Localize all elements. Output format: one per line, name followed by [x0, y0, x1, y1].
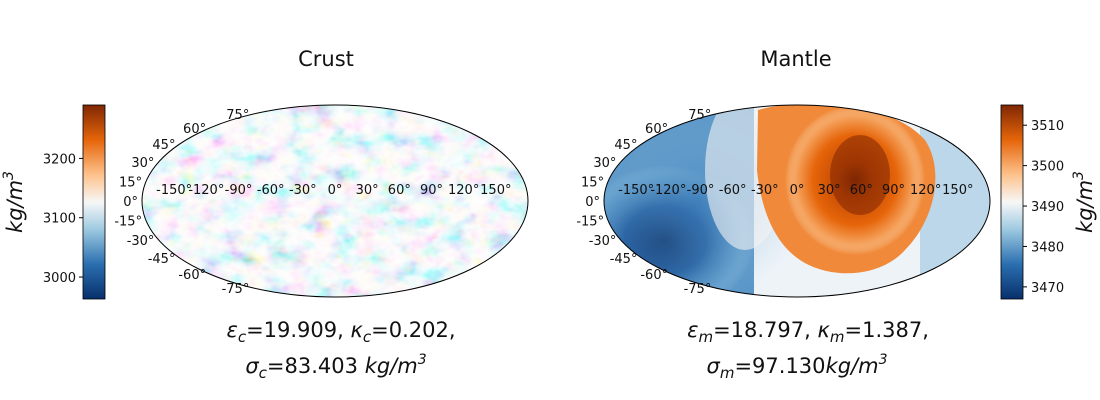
mantle-colorbar-ticks: 3470 3480 3490 3500 3510 — [1023, 119, 1064, 296]
latitude-label: 0° — [123, 195, 138, 210]
mantle-latitude-labels: 75° 60° 45° 30° 15° 0° -15° -30° -45°-60° -75° — [576, 108, 711, 297]
crust-caption-line1: εc=19.909, κc=0.202, — [226, 318, 455, 346]
mantle-map — [604, 105, 990, 297]
mantle-title: Mantle — [760, 47, 831, 71]
longitude-label: 60° — [388, 183, 411, 198]
latitude-label: -75° — [684, 282, 712, 297]
colorbar-tick-label: 3490 — [1031, 200, 1064, 215]
latitude-label: -45° — [148, 252, 176, 267]
longitude-label: -120° — [650, 183, 686, 198]
latitude-label: 30° — [131, 156, 154, 171]
longitude-label: -30° — [751, 183, 779, 198]
crust-longitude-labels: -150°-120° -90° -60° -30° 0° 30° 60° 90° 120° 150… — [156, 183, 511, 198]
longitude-label: 30° — [818, 183, 841, 198]
latitude-label: -30° — [589, 234, 617, 249]
longitude-label: 90° — [420, 183, 443, 198]
longitude-label: 90° — [882, 183, 905, 198]
longitude-label: -150° — [156, 183, 192, 198]
colorbar-tick-label: 3470 — [1031, 281, 1064, 296]
colorbar-tick-label: 3000 — [43, 271, 76, 286]
mantle-caption-line1: εm=18.797, κm=1.387, — [687, 318, 929, 346]
latitude-label: 75° — [688, 108, 711, 123]
longitude-label: 30° — [356, 183, 379, 198]
latitude-label: -15° — [576, 215, 604, 230]
crust-latitude-labels: 75° 60° 45° 30° 15° 0° -15° -30° -45°-60° -75° — [114, 108, 249, 297]
longitude-label: 120° — [448, 183, 479, 198]
colorbar-tick-label: 3200 — [43, 152, 76, 167]
colorbar-tick-label: 3510 — [1031, 119, 1064, 134]
longitude-label: 150° — [942, 183, 973, 198]
latitude-label: -60° — [178, 268, 206, 283]
colorbar-tick-label: 3100 — [43, 212, 76, 227]
longitude-label: 0° — [790, 183, 805, 198]
crust-map — [142, 105, 528, 297]
colorbar-tick-label: 3480 — [1031, 240, 1064, 255]
latitude-label: 15° — [119, 175, 142, 190]
latitude-label: -15° — [114, 215, 142, 230]
latitude-label: 15° — [581, 175, 604, 190]
latitude-label: -60° — [640, 268, 668, 283]
latitude-label: -30° — [127, 234, 155, 249]
mantle-colorbar — [1000, 104, 1024, 300]
crust-colorbar-ticks: 3000 3100 3200 — [43, 152, 83, 286]
longitude-label: -60° — [719, 183, 747, 198]
longitude-label: -90° — [687, 183, 715, 198]
crust-colorbar — [82, 104, 106, 300]
longitude-label: -60° — [257, 183, 285, 198]
longitude-label: -150° — [618, 183, 654, 198]
mantle-caption-line2: σm=97.130kg/m3 — [707, 352, 888, 382]
longitude-label: 150° — [480, 183, 511, 198]
longitude-label: 60° — [850, 183, 873, 198]
mantle-longitude-labels: -150°-120° -90° -60° -30° 0° 30° 60° 90° 120° 150… — [618, 183, 973, 198]
latitude-label: -75° — [222, 282, 250, 297]
latitude-label: 60° — [645, 122, 668, 137]
latitude-label: 75° — [226, 108, 249, 123]
latitude-label: 45° — [614, 138, 637, 153]
latitude-label: 45° — [152, 138, 175, 153]
latitude-label: -45° — [610, 252, 638, 267]
longitude-label: -30° — [289, 183, 317, 198]
mantle-map-border — [603, 104, 991, 298]
latitude-label: 0° — [585, 195, 600, 210]
longitude-label: 0° — [328, 183, 343, 198]
crust-colorbar-label: kg/m3 — [1, 171, 27, 233]
longitude-label: 120° — [910, 183, 941, 198]
longitude-label: -90° — [225, 183, 253, 198]
latitude-label: 30° — [593, 156, 616, 171]
crust-map-border — [141, 104, 529, 298]
crust-caption-line2: σc=83.403 kg/m3 — [245, 352, 426, 382]
mantle-colorbar-label: kg/m3 — [1071, 171, 1097, 233]
longitude-label: -120° — [188, 183, 224, 198]
crust-title: Crust — [298, 47, 354, 71]
latitude-label: 60° — [183, 122, 206, 137]
colorbar-tick-label: 3500 — [1031, 160, 1064, 175]
